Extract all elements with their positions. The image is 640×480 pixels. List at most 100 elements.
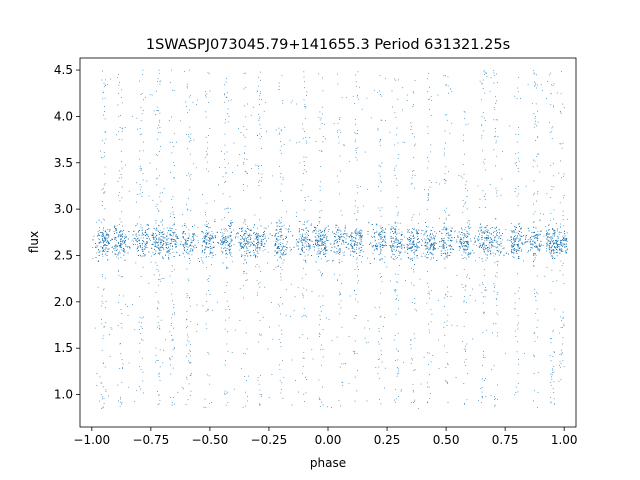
- data-point: [188, 253, 190, 255]
- data-point: [295, 243, 297, 245]
- data-point: [297, 249, 299, 250]
- data-point: [257, 227, 258, 229]
- data-point: [552, 255, 554, 257]
- data-point: [462, 245, 464, 246]
- data-point: [361, 230, 363, 232]
- data-point: [426, 236, 428, 238]
- data-point: [454, 231, 455, 233]
- data-point: [321, 239, 323, 241]
- data-point: [211, 256, 213, 258]
- data-point: [539, 243, 541, 245]
- data-point: [368, 221, 370, 223]
- data-point: [426, 257, 427, 259]
- data-point: [276, 229, 278, 231]
- data-point: [345, 227, 347, 229]
- data-point: [513, 239, 515, 241]
- data-point: [488, 246, 490, 248]
- data-point: [144, 242, 146, 244]
- data-point: [531, 243, 533, 245]
- data-point: [557, 240, 559, 242]
- data-point: [417, 246, 418, 248]
- data-point: [315, 237, 317, 238]
- data-point: [197, 258, 199, 260]
- data-point: [417, 223, 419, 224]
- data-point: [561, 240, 563, 242]
- data-point: [518, 256, 519, 258]
- data-point: [449, 234, 451, 236]
- data-point: [186, 240, 188, 242]
- data-point: [473, 243, 475, 245]
- data-point: [372, 237, 373, 238]
- data-point: [500, 245, 502, 247]
- data-point: [336, 251, 338, 253]
- data-point: [142, 250, 144, 252]
- data-point: [108, 234, 110, 235]
- data-point: [380, 248, 381, 250]
- data-point: [312, 245, 314, 247]
- data-point: [159, 247, 161, 249]
- data-point: [346, 242, 347, 243]
- data-point: [306, 241, 308, 243]
- data-point: [172, 235, 174, 237]
- data-point: [380, 230, 382, 232]
- data-point: [187, 253, 188, 255]
- data-point: [221, 232, 223, 234]
- data-point: [172, 225, 174, 226]
- data-point: [176, 244, 177, 246]
- data-point: [559, 252, 561, 254]
- data-point: [137, 223, 138, 225]
- data-point: [301, 242, 303, 243]
- data-point: [271, 222, 272, 224]
- data-point: [99, 227, 101, 228]
- data-point: [481, 235, 483, 236]
- data-point: [106, 251, 108, 253]
- data-point: [253, 255, 255, 256]
- data-point: [552, 235, 554, 237]
- data-point: [391, 240, 393, 242]
- data-point: [407, 248, 409, 250]
- data-point: [280, 235, 282, 236]
- data-point: [323, 252, 324, 254]
- data-point: [337, 245, 338, 247]
- data-point: [549, 251, 551, 253]
- data-point: [494, 227, 496, 229]
- data-point: [350, 251, 352, 252]
- data-point: [488, 251, 489, 252]
- data-point: [409, 243, 411, 245]
- data-point: [205, 238, 207, 240]
- data-point: [433, 235, 434, 236]
- data-point: [350, 236, 352, 238]
- data-point: [512, 231, 514, 233]
- data-point: [343, 241, 344, 243]
- data-point: [172, 233, 174, 235]
- data-point: [315, 230, 317, 232]
- data-point: [306, 230, 308, 231]
- data-point: [429, 235, 430, 237]
- data-point: [483, 251, 485, 253]
- data-point: [204, 224, 206, 226]
- data-point: [325, 227, 327, 228]
- data-point: [253, 241, 255, 243]
- data-point: [358, 248, 360, 250]
- data-point: [301, 237, 303, 239]
- data-point: [141, 247, 143, 249]
- data-point: [210, 239, 211, 240]
- data-point: [512, 252, 514, 254]
- data-point: [306, 232, 308, 233]
- data-point: [277, 259, 278, 261]
- data-point: [184, 238, 185, 240]
- data-point: [211, 252, 213, 253]
- data-point: [338, 250, 340, 252]
- data-point: [116, 240, 117, 241]
- data-point: [152, 232, 154, 234]
- data-point: [534, 246, 536, 248]
- data-point: [140, 256, 142, 258]
- data-point: [554, 243, 556, 244]
- data-point: [447, 240, 449, 241]
- data-point: [469, 223, 470, 225]
- data-point: [263, 238, 264, 240]
- data-point: [114, 248, 116, 249]
- data-point: [428, 239, 429, 240]
- data-point: [113, 248, 114, 250]
- data-point: [140, 226, 142, 228]
